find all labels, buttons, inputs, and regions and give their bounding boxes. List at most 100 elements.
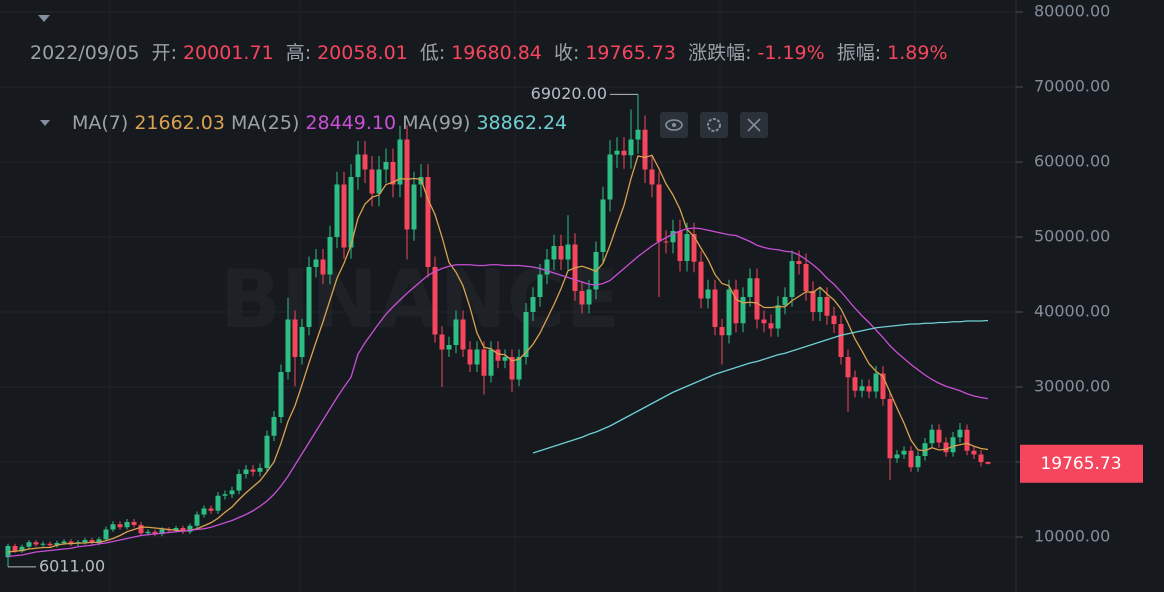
candle-body [278,372,284,418]
candle-body [845,357,851,378]
candle-body [152,531,158,535]
candle-body [530,297,536,313]
legend-value: 28449.10 [305,112,397,134]
candle-body [670,231,676,243]
candle-body [397,139,403,185]
y-tick-label: 10000.00 [1034,527,1110,546]
settings-button[interactable] [700,112,728,138]
candle-body [565,244,571,260]
candle-body [285,319,291,373]
candle-body [68,541,74,544]
candle-body [439,334,445,350]
candle-body [19,546,25,552]
candle-body [705,289,711,299]
price-tag [1020,444,1143,483]
candle-body [40,543,46,545]
candle-body [215,495,221,511]
candle-body [243,469,249,475]
candle-body [173,528,179,531]
legend-name: MA(7) [72,112,129,134]
candle-body [733,289,739,324]
ma-line [532,319,989,454]
candle-body [782,297,788,306]
candle-body [432,267,438,335]
candle-body [894,454,900,459]
candle-body [96,539,102,544]
candle-body [257,468,263,472]
candle-body [264,435,270,469]
annotation-label: 6011.00 [39,556,105,575]
candle-body [138,525,144,534]
candle-body [537,274,543,298]
candle-body [964,429,970,451]
candle-body [901,450,907,455]
candle-body [796,261,802,265]
candle-body [558,246,564,260]
candle-body [817,297,823,313]
candle-body [355,154,361,178]
candle-body [327,237,333,275]
eye-pupil [672,123,676,127]
candle-body [320,259,326,275]
legend-name: MA(25) [230,112,300,134]
candle-body [82,540,88,543]
candle-body [145,531,151,534]
candle-body [971,450,977,455]
candle-body [187,525,193,532]
candle-body [803,264,809,292]
candle-body [852,377,858,391]
candle-body [222,494,228,496]
close-label: 收: [553,42,580,64]
candle-body [313,259,319,268]
time-grid [109,0,916,592]
candle-body [208,508,214,511]
candle-body [502,357,508,361]
candle-body [61,541,67,544]
candle-body [691,234,697,262]
candle-body [775,305,781,329]
candle-body [292,319,298,358]
candle-body [838,324,844,358]
open-value: 20001.71 [182,42,274,64]
candle-body [656,184,662,242]
candle-body [362,154,368,170]
candle-body [754,278,760,320]
ma-line [7,227,989,558]
candle-body [880,373,886,400]
candle-body [390,162,396,185]
candle-body [586,289,592,305]
watermark: BINANCE [220,253,620,346]
candle-body [719,327,725,336]
candle-body [789,261,795,298]
candle-body [348,177,354,248]
y-tick-label: 50000.00 [1034,227,1110,246]
collapse-arrow[interactable] [38,15,50,22]
candle-body [453,319,459,346]
candle-body [306,267,312,328]
candle-body [642,129,648,170]
candle-body [761,319,767,324]
candle-body [467,349,473,365]
candle-body [936,429,942,443]
candle-body [607,154,613,200]
candle-body [474,349,480,365]
gear-icon [707,118,721,132]
candle-body [334,184,340,238]
candle-body [544,259,550,275]
candle-body [383,162,389,170]
legend-name: MA(99) [402,112,471,134]
candle-body [831,315,837,325]
legend-arrow[interactable] [40,118,54,128]
low-value: 19680.84 [451,42,542,64]
candle-body [614,150,620,155]
candle-body [712,289,718,328]
ohlc-header: 2022/09/05 开: 20001.71 高: 20058.01 低: 19680… [30,35,1015,72]
candle-body [922,443,928,457]
candle-body [950,437,956,453]
candle-body [103,529,109,540]
candle-body [957,429,963,438]
candle-body [677,231,683,262]
candle-body [726,289,732,336]
candle-body [649,169,655,185]
